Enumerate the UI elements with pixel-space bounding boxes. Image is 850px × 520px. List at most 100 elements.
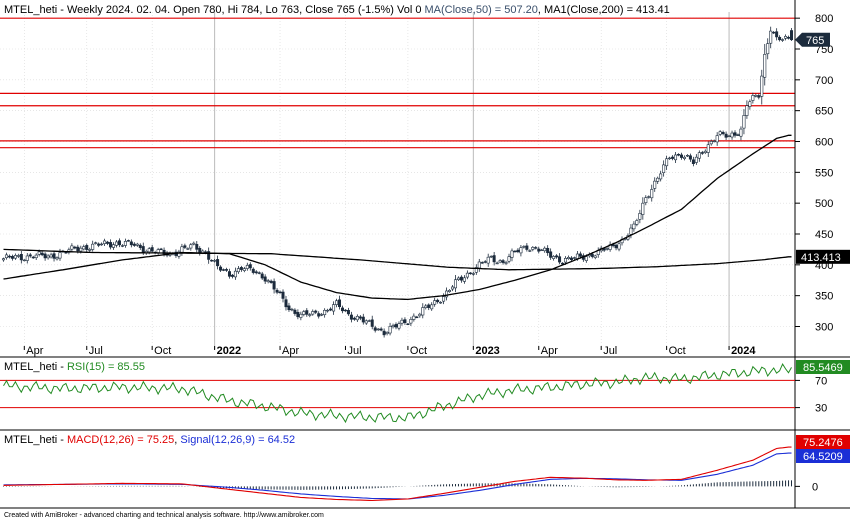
candle-body bbox=[10, 256, 14, 259]
candle-body bbox=[451, 286, 455, 290]
candle-body bbox=[329, 308, 333, 311]
candle-body bbox=[421, 307, 425, 316]
candle-body bbox=[195, 244, 199, 250]
rsi-badge-text: 85.5469 bbox=[803, 362, 843, 374]
candle-body bbox=[507, 256, 511, 262]
candle-body bbox=[219, 266, 223, 271]
candle-body bbox=[275, 289, 279, 293]
candle-body bbox=[471, 273, 475, 275]
candle-body bbox=[97, 243, 101, 246]
candle-body bbox=[766, 43, 770, 55]
y-tick-label: 350 bbox=[815, 291, 833, 303]
candle-body bbox=[239, 267, 243, 270]
candle-body bbox=[141, 246, 145, 253]
candle-body bbox=[278, 291, 282, 294]
candle-body bbox=[546, 247, 550, 254]
macd-ticker: MTEL_heti bbox=[4, 434, 57, 446]
candle-body bbox=[492, 255, 496, 263]
candle-body bbox=[373, 327, 377, 331]
candle-body bbox=[641, 202, 645, 215]
candle-body bbox=[117, 240, 121, 246]
candle-body bbox=[572, 257, 576, 259]
candle-body bbox=[697, 152, 701, 159]
candle-body bbox=[495, 262, 499, 265]
candle-body bbox=[28, 254, 32, 257]
candle-body bbox=[340, 307, 344, 312]
ma200-label: MA1(Close,200) = 413.41 bbox=[544, 4, 670, 16]
candle-body bbox=[510, 250, 514, 258]
candle-body bbox=[394, 324, 398, 328]
candle-body bbox=[721, 132, 725, 135]
macd-panel bbox=[2, 446, 793, 502]
candle-body bbox=[260, 273, 264, 279]
candle-body bbox=[763, 54, 767, 78]
candle-body bbox=[352, 317, 356, 320]
candle-body bbox=[662, 164, 666, 173]
rsi-ticker: MTEL_heti bbox=[4, 361, 57, 373]
candle-body bbox=[198, 248, 202, 253]
candle-body bbox=[489, 255, 493, 258]
candle-body bbox=[385, 332, 389, 334]
y-tick-label: 450 bbox=[815, 229, 833, 241]
candle-body bbox=[614, 244, 618, 249]
candle-body bbox=[448, 289, 452, 292]
candle-body bbox=[207, 251, 211, 260]
candle-body bbox=[109, 242, 113, 248]
candle-body bbox=[430, 304, 434, 310]
candle-body bbox=[540, 249, 544, 252]
candle-body bbox=[590, 253, 594, 257]
macd-title: MTEL_heti - MACD(12,26) = 75.25, Signal(… bbox=[4, 434, 295, 446]
candle-body bbox=[114, 241, 118, 246]
candle-body bbox=[94, 242, 98, 244]
candle-body bbox=[638, 213, 642, 220]
candle-body bbox=[43, 253, 47, 259]
moving-averages bbox=[3, 134, 792, 301]
candle-body bbox=[480, 262, 484, 264]
candle-body bbox=[531, 247, 535, 250]
rsi-y-ticks: 30 70 bbox=[795, 375, 827, 415]
candle-body bbox=[742, 115, 746, 129]
x-tick-label: 2022 bbox=[217, 345, 241, 357]
candle-body bbox=[462, 277, 466, 282]
candle-body bbox=[349, 314, 353, 320]
candle-body bbox=[555, 255, 559, 258]
x-tick-label: Oct bbox=[669, 345, 686, 357]
candle-body bbox=[706, 144, 710, 153]
candle-body bbox=[216, 259, 220, 267]
candle-body bbox=[549, 251, 553, 258]
candle-body bbox=[659, 173, 663, 180]
ma-line-ma-close-50- bbox=[3, 134, 792, 301]
macd-badge-shape bbox=[796, 435, 850, 449]
candle-body bbox=[19, 254, 23, 261]
candle-body bbox=[192, 242, 196, 245]
ma200-badge: 413.413 bbox=[796, 249, 850, 264]
candle-body bbox=[409, 319, 413, 324]
ma200-badge-text: 413.413 bbox=[801, 252, 841, 264]
candle-body bbox=[442, 296, 446, 302]
main-title: MTEL_heti - Weekly 2024. 02. 04. Open 78… bbox=[4, 4, 670, 16]
candle-body bbox=[346, 309, 350, 315]
candle-body bbox=[326, 309, 330, 312]
candle-body bbox=[162, 249, 166, 255]
candle-body bbox=[784, 36, 788, 39]
candle-body bbox=[433, 300, 437, 305]
candle-body bbox=[736, 134, 740, 136]
candle-body bbox=[242, 268, 246, 271]
candle-body bbox=[335, 300, 339, 305]
candle-body bbox=[715, 135, 719, 143]
ma50-label: MA(Close,50) = 507.20 bbox=[425, 4, 538, 16]
candle-body bbox=[415, 316, 419, 319]
candle-body bbox=[281, 291, 285, 299]
candle-body bbox=[748, 101, 752, 107]
candle-body bbox=[724, 133, 728, 138]
candle-body bbox=[49, 254, 53, 258]
horizontal-levels bbox=[0, 17, 795, 149]
candle-body bbox=[564, 257, 568, 263]
candle-body bbox=[70, 245, 74, 250]
candle-body bbox=[317, 313, 321, 317]
rsi-label: RSI(15) = 85.55 bbox=[67, 361, 145, 373]
candle-body bbox=[338, 299, 342, 308]
ma-line-ma1-close-200- bbox=[3, 248, 792, 271]
